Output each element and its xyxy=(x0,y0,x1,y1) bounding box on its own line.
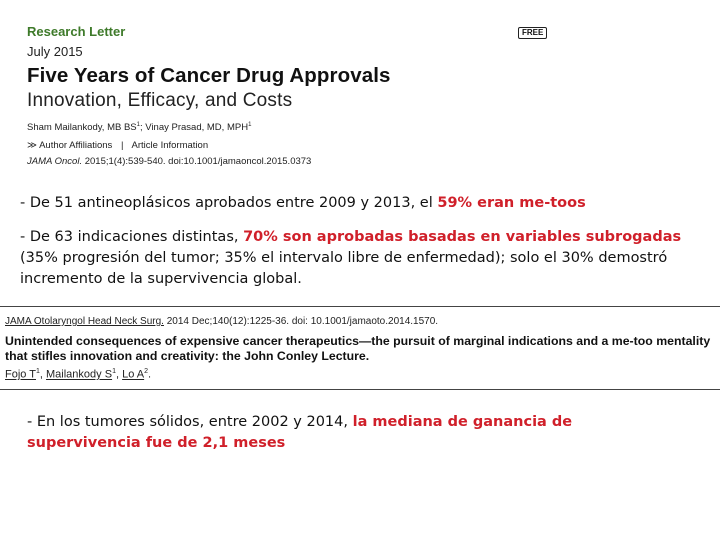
reference-author-sup: 1 xyxy=(35,368,40,375)
bullet-text: - De 51 antineoplásicos aprobados entre … xyxy=(20,195,438,211)
reference-author-sep: , xyxy=(39,368,47,381)
author-name: Sham Mailankody, MB BS xyxy=(27,122,137,134)
reference-title: Unintended consequences of expensive can… xyxy=(5,334,711,363)
reference-citation-details: 2014 Dec;140(12):1225-36. doi: 10.1001/j… xyxy=(163,316,439,327)
divider-top xyxy=(0,306,720,307)
author-affiliations-link[interactable]: Author Affiliations xyxy=(39,140,113,151)
bullet-text: (35% progresión del tumor; 35% el interv… xyxy=(20,250,668,287)
article-citation: JAMA Oncol. 2015;1(4):539-540. doi:10.10… xyxy=(27,156,311,167)
link-divider: | xyxy=(120,140,124,151)
author-affiliation-mark: 1 xyxy=(248,122,252,128)
author-affiliation-mark: 1 xyxy=(136,122,140,128)
article-kicker: Research Letter xyxy=(27,24,126,39)
citation-journal: JAMA Oncol. xyxy=(27,156,83,167)
bullet-survival-gain: - En los tumores sólidos, entre 2002 y 2… xyxy=(27,412,687,454)
bullet-text: - En los tumores sólidos, entre 2002 y 2… xyxy=(27,414,353,430)
author-name: Vinay Prasad, MD, MPH xyxy=(145,122,249,134)
bullet-surrogate-endpoints: - De 63 indicaciones distintas, 70% son … xyxy=(20,227,710,290)
reference-journal-link[interactable]: JAMA Otolaryngol Head Neck Surg. xyxy=(5,316,164,327)
article-date: July 2015 xyxy=(27,44,83,59)
bullet-text: - De 63 indicaciones distintas, xyxy=(20,229,244,245)
reference-author-link[interactable]: Fojo T xyxy=(5,368,36,381)
bullet-me-toos: - De 51 antineoplásicos aprobados entre … xyxy=(20,193,710,214)
bullet-highlight: 70% son aprobadas basadas en variables s… xyxy=(243,229,682,245)
reference-author-link[interactable]: Lo A xyxy=(122,368,145,381)
bullet-highlight: la mediana de ganancia de supervivencia … xyxy=(27,414,573,451)
article-title: Five Years of Cancer Drug Approvals xyxy=(27,64,391,87)
reference-authors: Fojo T1, Mailankody S1, Lo A2. xyxy=(5,368,151,381)
divider-bottom xyxy=(0,389,720,390)
reference-author-link[interactable]: Mailankody S xyxy=(46,368,113,381)
article-information-link[interactable]: Article Information xyxy=(131,140,209,151)
article-links: ≫ Author Affiliations | Article Informat… xyxy=(27,140,208,151)
reference-citation: JAMA Otolaryngol Head Neck Surg. 2014 De… xyxy=(5,316,438,327)
article-subtitle: Innovation, Efficacy, and Costs xyxy=(27,90,293,111)
bullet-highlight: 59% eran me-toos xyxy=(437,195,586,211)
reference-author-sep: , xyxy=(115,368,123,381)
article-authors: Sham Mailankody, MB BS1; Vinay Prasad, M… xyxy=(27,122,251,133)
author-separator: ; xyxy=(140,122,146,134)
free-badge: FREE xyxy=(518,27,548,39)
double-chevron-icon: ≫ xyxy=(27,140,37,151)
reference-author-sep: . xyxy=(148,368,152,381)
reference-author-sup: 2 xyxy=(144,368,149,375)
citation-details: 2015;1(4):539-540. doi:10.1001/jamaoncol… xyxy=(82,156,312,167)
reference-author-sup: 1 xyxy=(112,368,116,375)
